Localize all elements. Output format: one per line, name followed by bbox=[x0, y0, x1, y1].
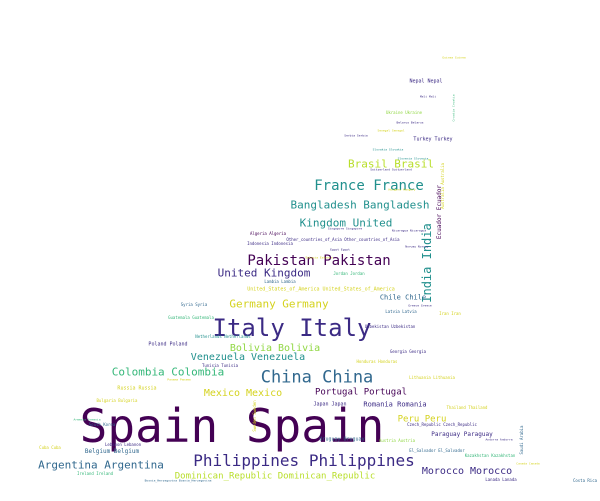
cloud-word: Latvia Latvia bbox=[385, 309, 417, 314]
cloud-word: Bangladesh Bangladesh bbox=[290, 198, 430, 212]
cloud-word: Austria Austria bbox=[378, 438, 416, 443]
cloud-word: Dominican_Republic Dominican_Republic bbox=[174, 471, 376, 482]
cloud-word: Romania Romania bbox=[363, 400, 427, 409]
cloud-word: Saudi Arabia bbox=[519, 425, 524, 455]
cloud-word: Italy Italy bbox=[212, 314, 372, 342]
cloud-word: Nepal Nepal bbox=[409, 78, 443, 85]
cloud-word: Guatemala Guatemala bbox=[168, 315, 214, 320]
cloud-word: Venezuela Venezuela bbox=[190, 352, 306, 363]
cloud-word: Switzerland Switzerland bbox=[370, 167, 412, 172]
cloud-word: Brasil Brasil bbox=[347, 157, 435, 171]
cloud-word: Chile Chile bbox=[379, 293, 427, 302]
cloud-word: Lambia Lambia bbox=[264, 279, 296, 284]
cloud-word: United Kingdom bbox=[217, 266, 311, 280]
cloud-word: Philippines Philippines bbox=[193, 451, 415, 470]
cloud-word: Bosnia_Herzegovina Bosnia_Herzegovina bbox=[144, 478, 212, 483]
cloud-word: Singapore Singapore bbox=[327, 226, 363, 231]
cloud-word: Belarus Belarus bbox=[396, 120, 424, 125]
cloud-word: Spain Spain bbox=[79, 399, 385, 453]
cloud-word: Australia Australia bbox=[440, 163, 445, 209]
cloud-word: Norway Norway bbox=[405, 244, 429, 249]
cloud-word: Poland Poland bbox=[148, 341, 188, 348]
cloud-word: Uruguay Uruguay bbox=[319, 436, 365, 443]
cloud-word: China China bbox=[260, 367, 374, 388]
cloud-word: Colombia Colombia bbox=[111, 365, 225, 379]
cloud-word: Belgium Belgium bbox=[84, 448, 140, 455]
cloud-word: Portugal Portugal bbox=[314, 387, 408, 398]
cloud-word: Guinea Guinea bbox=[442, 55, 466, 60]
cloud-word: Estonia Estonia bbox=[305, 255, 333, 260]
cloud-word: Indonesia Indonesia bbox=[247, 241, 293, 246]
cloud-word: South Korea bbox=[88, 422, 116, 427]
cloud-word: Hungary Hungary bbox=[388, 187, 416, 192]
cloud-word: Netherlands Netherlands bbox=[195, 334, 251, 339]
cloud-word: Greece Greece bbox=[408, 303, 432, 308]
cloud-word: India India bbox=[420, 223, 434, 303]
cloud-word: Egypt Egypt bbox=[330, 247, 350, 252]
cloud-word: Argentina Argentina bbox=[38, 458, 164, 472]
cloud-word: France France bbox=[314, 178, 424, 194]
cloud-word: Pakistan Pakistan bbox=[247, 253, 391, 269]
cloud-word: Germany Germany bbox=[229, 297, 329, 311]
cloud-word: Ukraine Ukraine bbox=[385, 110, 423, 115]
cloud-word: Kingdom United bbox=[299, 216, 393, 230]
cloud-word: Mali Mali bbox=[419, 94, 437, 99]
cloud-word: Japan Japan bbox=[313, 401, 347, 408]
cloud-word: Other_countries_of_Asia Other_countries_… bbox=[286, 237, 400, 242]
cloud-word: Honduras Honduras bbox=[356, 359, 398, 364]
cloud-word: Georgia Georgia bbox=[389, 349, 427, 354]
cloud-word: El_Salvador El_Salvador bbox=[409, 448, 465, 453]
cloud-word: Ireland Ireland bbox=[76, 471, 114, 476]
cloud-word: Serbia Serbia bbox=[344, 133, 368, 138]
cloud-word: Jordan Jordan bbox=[333, 271, 365, 276]
cloud-word: Kazakhstan Kazakhstan bbox=[464, 453, 516, 458]
cloud-word: Slovakia Slovakia bbox=[372, 147, 404, 152]
cloud-word: Panama Panama bbox=[167, 377, 191, 382]
cloud-word: Turkey Turkey bbox=[413, 136, 453, 143]
cloud-word: Armenia Armenia bbox=[73, 417, 101, 422]
cloud-word: Lithuania Lithuania bbox=[409, 375, 455, 380]
cloud-word: Lebanon Lebanon bbox=[104, 442, 142, 447]
cloud-word: Bulgaria Bulgaria bbox=[96, 398, 138, 403]
cloud-word: Senegal Senegal bbox=[377, 128, 405, 133]
cloud-word: Croatia Croatia bbox=[451, 94, 456, 122]
cloud-word: Iran Iran bbox=[439, 311, 461, 316]
cloud-word: Morocco Morocco bbox=[421, 466, 513, 477]
cloud-word: Canada Canada bbox=[516, 461, 540, 466]
cloud-word: Algeria Algeria bbox=[249, 231, 287, 236]
cloud-word: Sweden Sweden bbox=[252, 400, 257, 432]
cloud-word: Slovenia Slovenia bbox=[397, 156, 429, 161]
cloud-word: Paraguay Paraguay bbox=[431, 431, 493, 438]
cloud-word: United_States_of_America United_States_o… bbox=[247, 286, 395, 293]
cloud-word: Costa Rica bbox=[572, 478, 598, 483]
cloud-word: Peru Peru bbox=[397, 414, 447, 425]
cloud-word: Nicaragua Nicaragua bbox=[391, 228, 427, 233]
cloud-word: Cuba Cuba bbox=[39, 445, 61, 450]
cloud-word: Syria Syria bbox=[180, 302, 208, 307]
cloud-word: Uzbekistan Uzbekistan bbox=[364, 324, 416, 329]
cloud-word: Tunisia Tunisia bbox=[201, 363, 239, 368]
cloud-word: Bolivia Bolivia bbox=[229, 343, 321, 354]
cloud-word: Thailand Thailand bbox=[446, 405, 488, 410]
cloud-word: Andorra Andorra bbox=[485, 437, 513, 442]
cloud-word: Russia Russia bbox=[117, 385, 157, 392]
cloud-word: Mexico Mexico bbox=[203, 388, 283, 399]
cloud-word: Czech_Republic Czech_Republic bbox=[407, 422, 477, 427]
cloud-word: Lanada Lanada bbox=[485, 477, 517, 482]
